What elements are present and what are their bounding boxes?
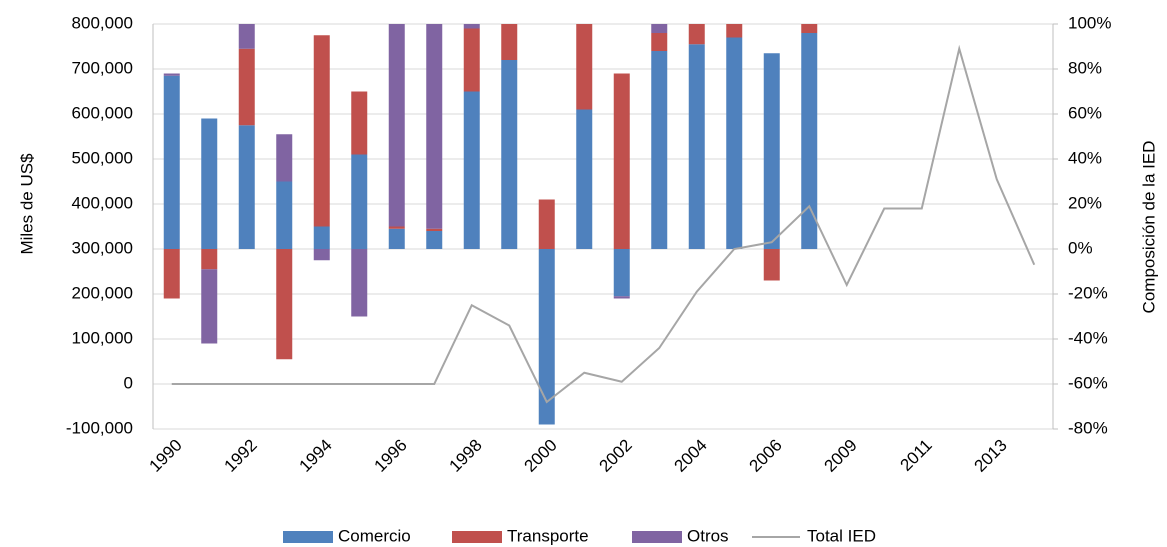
bar [163, 75, 180, 249]
y2-tick-label: 40% [1068, 148, 1102, 167]
bar [313, 249, 330, 261]
bar [651, 24, 668, 33]
y-tick-label: 100,000 [72, 328, 133, 347]
bar [463, 24, 480, 29]
bar [688, 24, 705, 45]
x-tick-label: 1996 [371, 436, 411, 476]
bar [538, 249, 555, 425]
legend-label: Transporte [507, 526, 589, 545]
x-tick-label: 2006 [746, 436, 786, 476]
bar [726, 24, 743, 38]
legend-label: Total IED [807, 526, 876, 545]
y-tick-label: 500,000 [72, 148, 133, 167]
bar [801, 24, 818, 33]
y2-tick-label: 20% [1068, 193, 1102, 212]
y2-tick-label: -20% [1068, 283, 1108, 302]
y-tick-label: 800,000 [72, 13, 133, 32]
x-tick-label: 2000 [521, 436, 561, 476]
bar [463, 28, 480, 92]
bar [163, 249, 180, 299]
y2-tick-label: 80% [1068, 58, 1102, 77]
bar [201, 249, 218, 270]
y-tick-label: 600,000 [72, 103, 133, 122]
bar [426, 231, 443, 249]
bar [276, 134, 293, 182]
bar [426, 24, 443, 229]
y2-tick-label: -40% [1068, 328, 1108, 347]
line [171, 44, 1036, 404]
y-tick-label: 700,000 [72, 58, 133, 77]
bar [313, 226, 330, 249]
y-tick-label: 300,000 [72, 238, 133, 257]
bar [426, 228, 443, 231]
bar [538, 199, 555, 249]
x-tick-label: 1990 [146, 436, 186, 476]
bar [501, 60, 518, 249]
bar [763, 53, 780, 249]
legend-swatch [452, 531, 502, 543]
x-tick-label: 1992 [221, 436, 261, 476]
bar [201, 118, 218, 249]
y-tick-label: 0 [124, 373, 133, 392]
y2-tick-label: 60% [1068, 103, 1102, 122]
bar [238, 125, 255, 249]
y2-axis-title: Composición de la IED [1139, 141, 1158, 314]
x-tick-label: 2002 [596, 436, 636, 476]
y-tick-label: 400,000 [72, 193, 133, 212]
bar [613, 296, 630, 299]
bar [576, 24, 593, 110]
x-tick-label: 2011 [896, 436, 935, 475]
bar [726, 37, 743, 249]
bar [313, 35, 330, 227]
bar [501, 24, 518, 60]
bar [388, 228, 405, 249]
bar [388, 24, 405, 227]
y-axis-title: Miles de US$ [17, 153, 36, 255]
legend-label: Comercio [338, 526, 411, 545]
y2-tick-label: -60% [1068, 373, 1108, 392]
x-tick-label: 2004 [671, 436, 711, 476]
bar [388, 226, 405, 229]
bar [238, 48, 255, 126]
bar [763, 249, 780, 281]
bar [613, 249, 630, 297]
bar [613, 73, 630, 249]
legend-label: Otros [687, 526, 729, 545]
y-tick-label: 200,000 [72, 283, 133, 302]
legend-swatch [283, 531, 333, 543]
bar [276, 181, 293, 249]
x-tick-label: 2009 [821, 436, 861, 476]
bar [351, 91, 368, 155]
legend-swatch [632, 531, 682, 543]
x-tick-label: 2013 [971, 436, 1011, 476]
y2-tick-label: 0% [1068, 238, 1093, 257]
y2-tick-label: -80% [1068, 418, 1108, 437]
y-tick-label: -100,000 [66, 418, 133, 437]
bar [463, 91, 480, 249]
bar [201, 269, 218, 344]
bar [576, 109, 593, 249]
bar [651, 51, 668, 249]
bar [238, 24, 255, 49]
bar [351, 249, 368, 317]
bar [688, 44, 705, 249]
y2-tick-label: 100% [1068, 13, 1111, 32]
x-tick-label: 1994 [296, 436, 336, 476]
bar [801, 33, 818, 249]
x-tick-label: 1998 [446, 436, 486, 476]
bar [351, 154, 368, 249]
bar [163, 73, 180, 76]
bar [651, 33, 668, 51]
bar [276, 249, 293, 360]
